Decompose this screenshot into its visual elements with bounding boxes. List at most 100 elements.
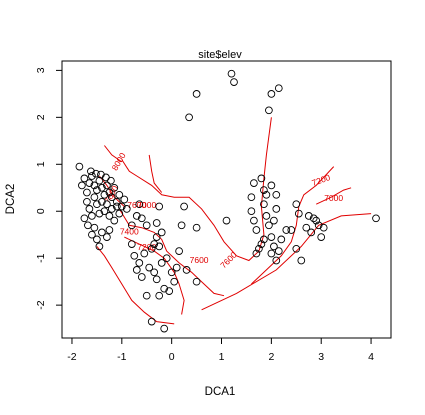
data-point-60: [127, 240, 136, 248]
data-point-20: [83, 197, 91, 206]
data-point-108: [267, 233, 276, 241]
data-point-86: [185, 113, 193, 122]
data-point-90: [265, 106, 273, 115]
data-point-111: [272, 256, 281, 265]
plot-title: site$elev: [198, 49, 242, 61]
data-point-104: [260, 200, 268, 209]
data-point-73: [165, 287, 174, 295]
contour-line-7400-1: [148, 154, 163, 193]
x-axis: -2 -1 0 1 2 3 4: [67, 337, 374, 363]
data-point-34: [80, 214, 89, 223]
data-point-5: [88, 172, 96, 180]
data-point-53: [152, 219, 161, 227]
data-point-0: [75, 162, 84, 171]
data-point-42: [105, 226, 114, 234]
data-point-69: [157, 259, 166, 267]
contour-line-7000-0: [96, 246, 175, 325]
data-point-123: [292, 200, 301, 209]
data-point-24: [93, 200, 101, 209]
contour-lines: [96, 117, 372, 325]
data-point-70: [162, 254, 171, 263]
data-point-126: [307, 228, 316, 237]
data-point-65: [137, 273, 146, 281]
data-point-122: [297, 256, 306, 265]
data-point-132: [319, 223, 328, 232]
contour-label-1: 7600: [190, 255, 209, 265]
data-point-39: [95, 242, 104, 251]
data-point-76: [172, 263, 181, 272]
data-point-54: [155, 202, 164, 211]
x-tick-label-4: 4: [368, 351, 374, 363]
data-point-26: [98, 197, 106, 206]
data-point-14: [110, 183, 119, 192]
contour-label-4: 7200: [137, 242, 156, 252]
data-point-127: [304, 212, 313, 220]
data-point-107: [265, 221, 273, 230]
x-tick-label-0: 0: [169, 351, 175, 363]
y-tick-label--2: -2: [35, 300, 47, 309]
data-point-37: [90, 223, 99, 232]
data-point-59: [155, 242, 164, 251]
data-point-87: [192, 90, 201, 98]
data-point-99: [255, 244, 263, 253]
data-point-128: [309, 214, 318, 223]
data-point-74: [160, 284, 169, 293]
data-point-85: [192, 223, 201, 232]
data-point-110: [267, 249, 276, 258]
data-point-81: [182, 266, 191, 274]
data-point-118: [267, 181, 276, 190]
data-point-21: [85, 205, 94, 213]
data-point-106: [257, 174, 266, 183]
data-point-103: [262, 190, 271, 199]
data-point-3: [83, 188, 91, 197]
data-point-121: [292, 244, 301, 253]
x-tick-label-2: 2: [268, 351, 274, 363]
data-point-119: [282, 226, 291, 234]
data-point-2: [80, 174, 89, 183]
data-point-100: [252, 249, 261, 258]
data-points: [75, 69, 380, 333]
contour-label-0: 7600: [218, 250, 239, 271]
data-point-6: [90, 181, 99, 190]
data-point-125: [302, 223, 311, 232]
data-point-95: [250, 179, 258, 187]
data-point-79: [147, 317, 156, 326]
data-point-18: [120, 195, 129, 204]
contour-label-2: 7600: [127, 200, 146, 210]
data-point-89: [230, 78, 238, 86]
data-point-129: [312, 216, 321, 225]
data-point-48: [127, 221, 136, 230]
data-point-49: [132, 212, 141, 220]
data-point-30: [107, 205, 116, 213]
x-tick-label--1: -1: [117, 351, 126, 363]
contour-label-3: 7400: [120, 227, 139, 237]
data-point-82: [192, 277, 201, 286]
contour-line-7000-2: [315, 187, 352, 205]
data-point-13: [107, 193, 116, 202]
data-point-130: [314, 221, 323, 230]
data-point-52: [142, 221, 151, 230]
data-point-29: [105, 212, 114, 220]
contour-line-7200-1: [251, 166, 335, 285]
data-point-47: [107, 176, 115, 185]
data-point-75: [155, 291, 164, 300]
data-point-10: [100, 190, 109, 199]
data-point-56: [152, 233, 161, 241]
data-point-28: [103, 200, 111, 209]
data-point-68: [152, 275, 161, 284]
data-point-7: [93, 186, 101, 194]
data-point-113: [277, 235, 286, 244]
data-point-33: [115, 209, 124, 218]
y-tick-label-0: 0: [35, 208, 47, 214]
data-point-109: [270, 242, 278, 251]
data-point-19: [122, 205, 131, 213]
data-point-133: [372, 214, 380, 223]
data-point-16: [115, 190, 124, 199]
data-point-11: [103, 181, 111, 190]
data-point-36: [88, 230, 96, 239]
data-point-55: [157, 228, 166, 237]
data-point-44: [92, 169, 100, 178]
data-point-17: [117, 202, 126, 211]
